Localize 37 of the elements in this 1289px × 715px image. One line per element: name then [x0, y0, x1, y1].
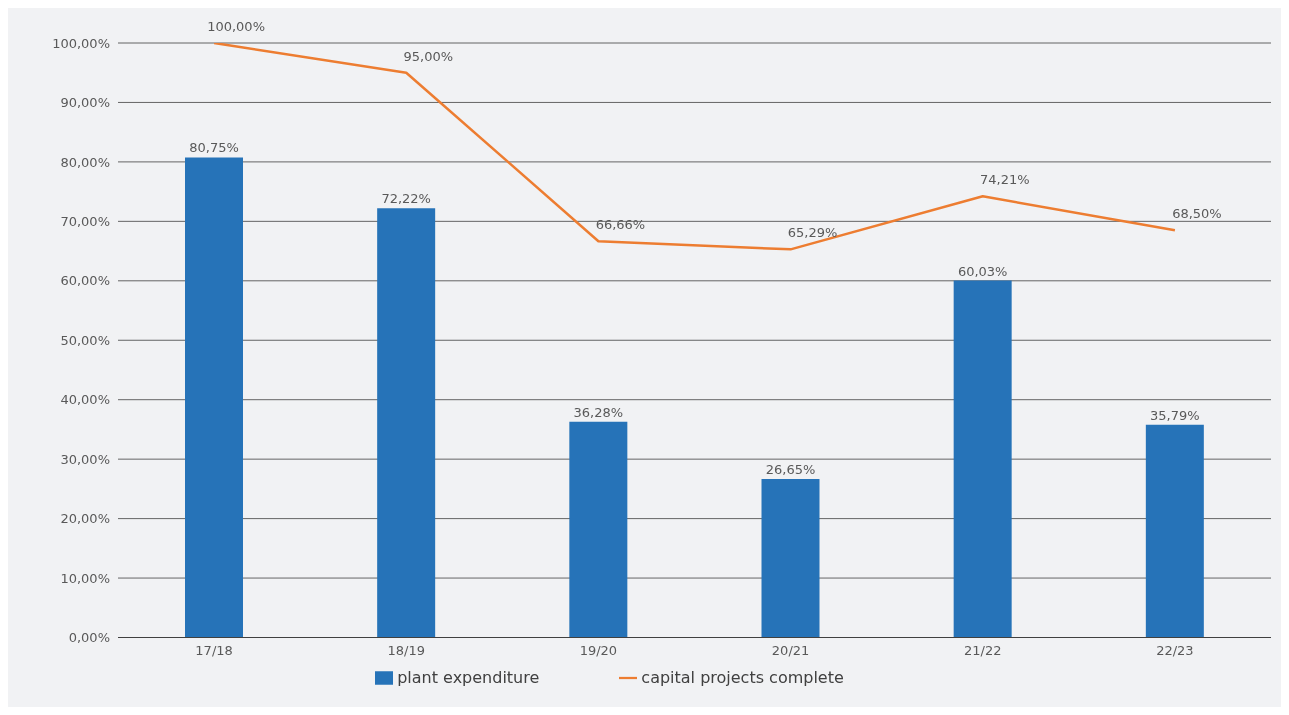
y-tick-label: 90,00% — [60, 95, 110, 111]
y-tick-label: 0,00% — [68, 630, 110, 646]
bar — [953, 280, 1012, 638]
y-tick-label: 70,00% — [60, 213, 110, 229]
bar — [377, 208, 436, 638]
y-tick-label: 80,00% — [60, 154, 110, 170]
data-label: 26,65% — [765, 462, 816, 478]
y-tick-label: 50,00% — [60, 332, 110, 348]
y-tick-label: 20,00% — [60, 511, 110, 527]
data-label: 95,00% — [403, 48, 454, 64]
bar — [185, 157, 243, 638]
data-label: 74,21% — [979, 172, 1030, 188]
data-label: 60,03% — [957, 263, 1008, 279]
x-tick-label: 19/20 — [579, 642, 618, 658]
legend-label: plant expenditure — [397, 667, 540, 687]
data-label: 100,00% — [207, 19, 266, 34]
y-tick-label: 40,00% — [60, 392, 110, 408]
x-tick-label: 20/21 — [771, 642, 810, 658]
data-label: 72,22% — [381, 191, 431, 207]
x-tick-label: 18/19 — [387, 642, 425, 658]
data-label: 35,79% — [1150, 407, 1200, 423]
data-label: 80,75% — [189, 140, 239, 156]
bar — [1145, 424, 1204, 638]
y-tick-label: 100,00% — [52, 35, 110, 51]
data-label: 36,28% — [573, 404, 624, 420]
y-tick-label: 30,00% — [60, 451, 110, 467]
legend-label: capital projects complete — [641, 667, 844, 687]
x-tick-label: 21/22 — [964, 642, 1002, 658]
x-tick-label: 17/18 — [195, 642, 233, 658]
data-label: 66,66% — [595, 217, 646, 233]
bar — [761, 479, 820, 638]
bar — [569, 421, 628, 638]
y-tick-label: 10,00% — [60, 570, 110, 586]
x-tick-label: 22/23 — [1156, 642, 1194, 658]
data-label: 65,29% — [787, 225, 838, 241]
data-label: 68,50% — [1172, 206, 1222, 222]
y-tick-label: 60,00% — [60, 273, 110, 289]
